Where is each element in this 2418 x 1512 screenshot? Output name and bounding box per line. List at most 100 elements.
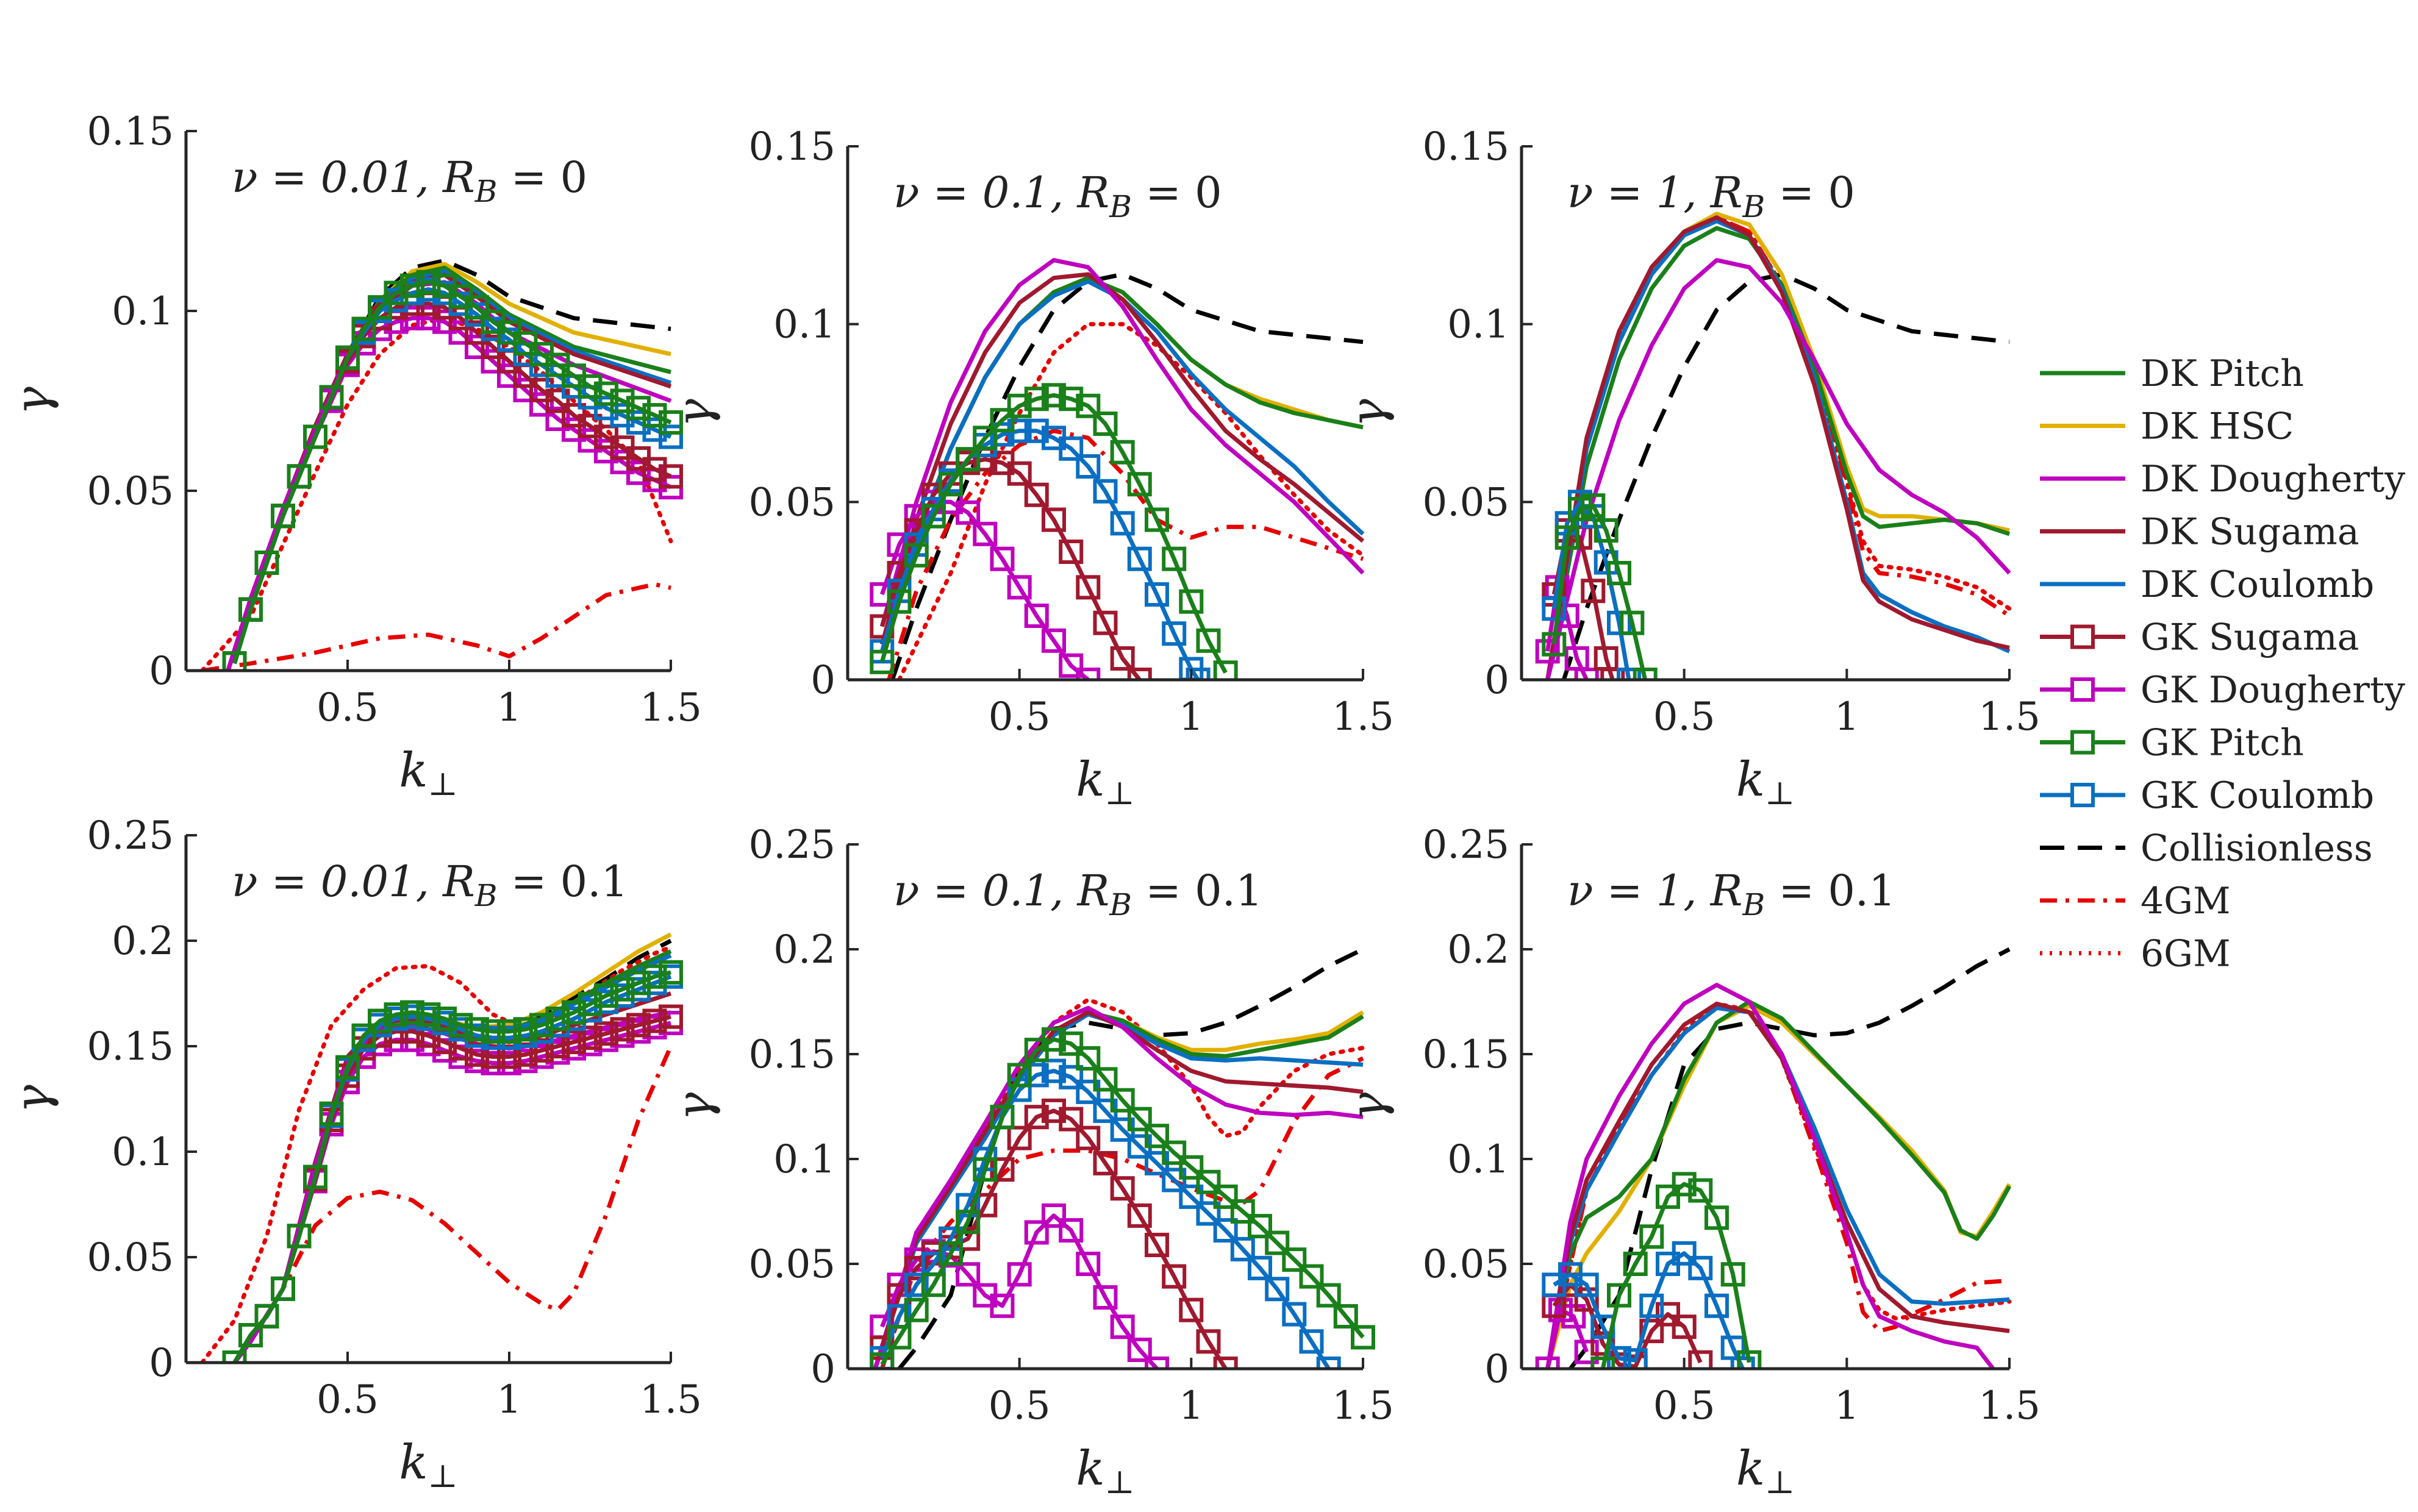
y-tick-label: 0.05 — [749, 1242, 836, 1287]
y-tick-label: 0.1 — [773, 1137, 835, 1182]
marker-gk_coulomb — [1672, 1241, 1697, 1266]
marker-gk_coulomb — [1623, 1348, 1648, 1369]
legend-marker — [2070, 730, 2095, 755]
legend-label: 4GM — [2141, 880, 2231, 922]
x-tick-label: 0.5 — [989, 1383, 1051, 1428]
marker-gk_coulomb — [1024, 418, 1049, 443]
series-gm4 — [1545, 1005, 2010, 1369]
marker-gk_pitch — [887, 1325, 912, 1350]
y-tick-label: 0 — [810, 658, 835, 703]
legend-label: DK Coulomb — [2141, 563, 2374, 606]
marker-gk_pitch — [1351, 1325, 1375, 1350]
marker-gk_sugama — [1600, 668, 1625, 680]
panel-1: 0 0.05 0.1 0.15 0.5 1 1.5 k⊥ γ ν = 0.01, RB = 0 — [5, 109, 702, 803]
x-axis-label: k⊥ — [399, 1435, 457, 1495]
y-tick-label: 0.15 — [87, 109, 174, 154]
legend-marker — [2070, 677, 2095, 702]
plot-area — [186, 131, 671, 671]
marker-gk_pitch — [1042, 1027, 1066, 1052]
marker-gk_coulomb — [1704, 1293, 1729, 1318]
marker-gk_dougherty — [973, 521, 998, 546]
panel-title-subscript: B — [474, 878, 498, 913]
marker-gk_pitch — [1093, 412, 1118, 436]
marker-gk_pitch — [335, 1055, 360, 1080]
marker-gk_sugama — [1656, 1302, 1680, 1327]
series-group — [200, 932, 683, 1363]
y-tick-label: 0 — [810, 1347, 835, 1392]
marker-gk_pitch — [1672, 1172, 1697, 1197]
y-tick-label: 0 — [149, 649, 174, 694]
marker-gk_pitch — [659, 960, 683, 985]
y-tick-label: 0.15 — [749, 1032, 836, 1077]
legend-label: GK Coulomb — [2141, 774, 2374, 817]
y-tick-label: 0.05 — [1423, 480, 1510, 525]
y-axis-label: γ — [667, 1092, 722, 1121]
marker-gk_sugama — [1179, 1297, 1204, 1322]
marker-gk_coulomb — [1110, 511, 1135, 536]
marker-gk_pitch — [578, 991, 603, 1016]
marker-gk_dougherty — [1093, 1285, 1118, 1310]
y-tick-label: 0.05 — [87, 1235, 174, 1280]
marker-gk_coulomb — [1076, 1079, 1101, 1104]
marker-gk_pitch — [238, 597, 263, 622]
marker-gk_sugama — [642, 457, 667, 482]
panel-title-subscript: B — [1742, 189, 1765, 224]
legend-label: DK Pitch — [2141, 352, 2304, 395]
x-axis-label-main: k — [399, 1435, 427, 1490]
marker-gk_pitch — [1042, 383, 1066, 408]
marker-gk_dougherty — [990, 1293, 1015, 1318]
x-tick-label: 1 — [1834, 1383, 1859, 1428]
marker-gk_pitch — [1024, 387, 1049, 412]
y-tick-label: 0.15 — [1423, 1032, 1510, 1077]
marker-gk_coulomb — [1145, 582, 1169, 607]
legend-entry-dk_hsc: DK HSC — [2040, 405, 2294, 448]
series-gk_pitch — [1600, 1182, 1751, 1369]
y-tick-label: 0.15 — [87, 1024, 174, 1069]
marker-gk_sugama — [1213, 1357, 1238, 1369]
marker-gk_pitch — [610, 977, 635, 1002]
x-tick-label: 0.5 — [317, 1377, 379, 1422]
y-tick-label: 0.15 — [749, 124, 836, 169]
plot-area — [1522, 844, 2009, 1369]
legend-entry-dk_sugama: DK Sugama — [2040, 511, 2359, 554]
y-tick-label: 0.1 — [1447, 302, 1509, 348]
legend-label: 6GM — [2141, 933, 2231, 975]
marker-gk_pitch — [1607, 1283, 1631, 1308]
panel-title-part: ν = 0.1, R — [893, 866, 1109, 916]
marker-gk_coulomb — [1059, 436, 1084, 461]
marker-gk_pitch — [271, 504, 295, 529]
y-tick-label: 0.05 — [1423, 1242, 1510, 1287]
y-tick-label: 0.25 — [1423, 822, 1510, 868]
marker-gk_coulomb — [1059, 1064, 1084, 1089]
marker-gk_pitch — [1127, 472, 1152, 497]
marker-gk_sugama — [1076, 575, 1101, 600]
marker-gk_pitch — [594, 983, 618, 1008]
marker-gk_pitch — [870, 1352, 895, 1369]
marker-gk_dougherty — [1007, 1262, 1032, 1287]
legend-label: DK HSC — [2141, 405, 2294, 448]
legend-entry-gk_sugama: GK Sugama — [2040, 616, 2359, 659]
marker-gk_sugama — [1110, 1176, 1135, 1201]
marker-gk_pitch — [1007, 393, 1032, 418]
marker-gk_pitch — [303, 424, 327, 449]
x-axis-label-main: k — [1076, 752, 1104, 807]
marker-gk_dougherty — [1127, 1338, 1152, 1362]
marker-gk_pitch — [973, 1157, 998, 1182]
marker-gk_dougherty — [1042, 628, 1066, 653]
marker-gk_coulomb — [1688, 1255, 1713, 1280]
panel-title-subscript: B — [1742, 887, 1765, 922]
marker-gk_sugama — [1688, 1350, 1713, 1369]
marker-gk_pitch — [956, 1210, 981, 1235]
legend: DK Pitch DK HSC DK Dougherty DK Sugama DK Co… — [2040, 352, 2405, 975]
series-dk_dougherty — [1545, 983, 1995, 1369]
marker-gk_dougherty — [990, 546, 1015, 571]
marker-gk_pitch — [1542, 632, 1567, 657]
marker-gk_pitch — [870, 649, 895, 674]
marker-gk_pitch — [400, 1000, 424, 1025]
marker-gk_sugama — [481, 335, 506, 359]
marker-gk_coulomb — [990, 422, 1015, 447]
series-dk_dougherty — [1545, 258, 2011, 680]
panel-title-part: = 0 — [1132, 168, 1222, 218]
panel-title-subscript: B — [1109, 887, 1132, 922]
marker-gk_pitch — [1196, 1169, 1221, 1194]
